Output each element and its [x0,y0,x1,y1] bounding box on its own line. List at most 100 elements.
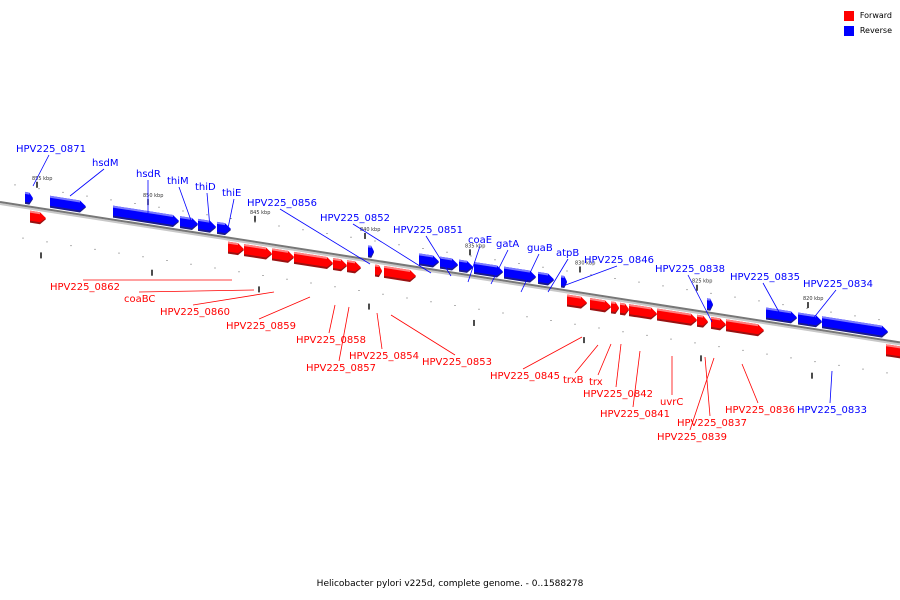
reverse-gene-3-body [180,216,198,228]
forward-gene-0 [30,210,46,225]
forward-gene-13 [629,304,657,320]
forward-gene-label: HPV225_0860 [160,307,230,318]
reverse-gene-15-body [766,307,797,322]
reverse-gene-14-highlight [707,298,711,301]
reverse-gene-label: HPV225_0852 [320,213,390,224]
reverse-gene-2-highlight [113,205,173,217]
forward-gene-8 [384,265,416,282]
forward-gene-11-body [611,301,619,313]
reverse-leader [425,235,452,277]
reverse-gene-10 [474,261,503,278]
forward-gene-6 [347,260,361,274]
reverse-gene-9-highlight [459,259,467,263]
reverse-gene-14-body [707,298,713,309]
forward-leader [338,306,350,362]
forward-gene-1 [228,241,244,256]
forward-gene-6-body [347,260,361,272]
forward-gene-label: HPV225_0842 [583,389,653,400]
forward-leader [741,363,759,404]
forward-gene-14 [657,308,697,326]
reverse-gene-5-highlight [217,221,225,226]
tick-label: 845 kbp [250,210,270,216]
forward-gene-11 [611,301,619,315]
forward-gene-16 [711,316,726,331]
forward-gene-0-body [30,210,46,223]
forward-gene-10-highlight [590,298,605,303]
forward-gene-12-highlight [620,302,625,306]
forward-swatch [843,10,854,21]
forward-leader [597,343,612,376]
reverse-gene-13 [561,275,567,289]
reverse-gene-12 [538,271,554,286]
forward-gene-9-body [567,294,587,307]
reverse-swatch [843,25,854,36]
reverse-gene-8-highlight [440,256,452,261]
reverse-gene-label: HPV225_0833 [797,405,867,416]
tick-label: 850 kbp [143,193,163,199]
legend-reverse: Reverse [843,24,892,37]
reverse-leader [178,186,194,227]
forward-gene-15-body [697,314,708,326]
forward-gene-17-body [726,319,764,335]
reverse-gene-7-body [419,253,439,266]
forward-gene-14-body [657,308,697,324]
reverse-gene-16-highlight [798,312,816,318]
forward-leader [138,289,255,293]
forward-gene-3 [272,248,294,263]
reverse-gene-12-body [538,271,554,284]
forward-gene-label: HPV225_0858 [296,335,366,346]
forward-gene-14-highlight [657,308,691,316]
reverse-gene-label: thiE [222,188,241,199]
forward-gene-12 [620,302,629,316]
forward-gene-label: HPV225_0836 [725,405,795,416]
reverse-gene-label: hsdM [92,158,119,169]
reverse-leader [490,249,509,285]
genome-caption: Helicobacter pylori v225d, complete geno… [316,579,584,589]
reverse-gene-label: HPV225_0856 [247,198,317,209]
reverse-gene-12-highlight [538,271,548,276]
tick-label: 830 kbp [575,260,595,266]
reverse-gene-7 [419,253,439,268]
legend: Forward Reverse [843,9,892,39]
reverse-leader [829,370,833,404]
reverse-gene-label: HPV225_0851 [393,225,463,236]
forward-gene-label: HPV225_0857 [306,363,376,374]
legend-forward: Forward [843,9,892,22]
reverse-leader [687,274,713,323]
forward-gene-6-highlight [347,260,355,264]
reverse-gene-14 [707,298,713,311]
reverse-gene-label: HPV225_0846 [584,255,654,266]
reverse-gene-label: thiM [167,176,189,187]
reverse-gene-label: HPV225_0835 [730,272,800,283]
forward-leader [632,350,641,408]
forward-gene-0-highlight [30,210,40,215]
reverse-gene-label: gatA [496,239,519,250]
tick-label: 825 kbp [692,279,712,285]
reverse-gene-0-body [25,191,33,203]
forward-leader [258,296,311,320]
reverse-gene-4 [198,218,216,233]
reverse-gene-4-body [198,218,216,231]
forward-gene-15 [697,314,708,328]
forward-gene-3-highlight [272,248,288,253]
reverse-gene-label: atpB [556,248,579,259]
forward-gene-11-highlight [611,301,616,305]
reverse-gene-17-body [822,316,888,336]
reverse-leader [547,258,569,293]
forward-gene-2 [244,244,272,260]
reverse-gene-label: guaB [527,243,553,254]
forward-gene-label: trx [589,377,603,388]
forward-gene-7-body [375,264,382,276]
reverse-gene-17-highlight [822,316,882,328]
forward-gene-10 [590,298,611,313]
forward-gene-label: HPV225_0862 [50,282,120,293]
reverse-gene-7-highlight [419,253,433,258]
forward-leader [522,336,583,370]
reverse-leader [467,245,481,283]
forward-gene-13-highlight [629,304,651,310]
forward-leader [704,356,711,417]
forward-gene-label: HPV225_0859 [226,321,296,332]
reverse-gene-1 [50,195,86,213]
reverse-gene-17 [822,316,888,338]
